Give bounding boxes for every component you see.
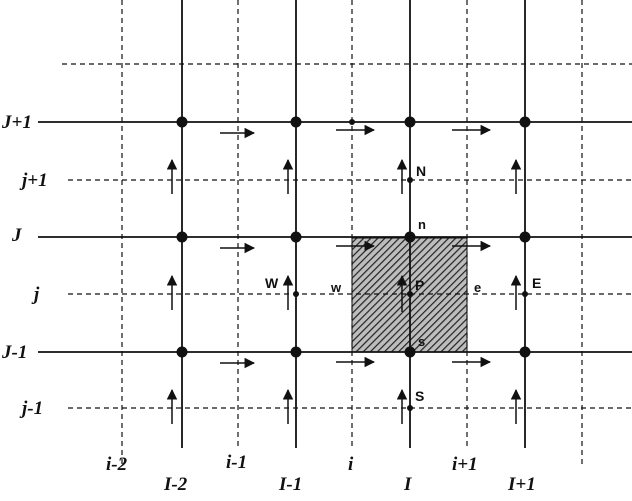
- scalar-node: [404, 116, 416, 128]
- dashed-row-lines: [62, 63, 632, 409]
- node-label-n-upper: N: [416, 163, 426, 179]
- solid-row-lines: [38, 121, 632, 353]
- u-velocity-arrows: [220, 124, 492, 369]
- scalar-node: [176, 231, 188, 243]
- row-label-j: j: [31, 284, 40, 305]
- scalar-node: [519, 346, 531, 358]
- velocity-node: [407, 291, 413, 297]
- node-label-e-upper: E: [532, 275, 541, 291]
- row-label-J-1: J-1: [1, 342, 27, 363]
- scalar-nodes: [176, 116, 531, 358]
- node-label-w-upper: W: [265, 275, 279, 291]
- col-label-I+1: I+1: [507, 474, 536, 495]
- dashed-col-lines: [121, 0, 583, 468]
- velocity-node: [293, 291, 299, 297]
- row-label-j+1: j+1: [19, 170, 48, 191]
- scalar-node: [404, 231, 416, 243]
- col-label-I-1: I-1: [278, 474, 302, 495]
- node-label-s-upper: S: [415, 388, 424, 404]
- scalar-node: [404, 346, 416, 358]
- scalar-node: [290, 116, 302, 128]
- col-label-i-2: i-2: [106, 454, 128, 475]
- velocity-node: [407, 177, 413, 183]
- row-label-j-1: j-1: [19, 398, 43, 419]
- col-label-I-2: I-2: [163, 474, 188, 495]
- scalar-node: [519, 116, 531, 128]
- velocity-nodes: [293, 119, 528, 411]
- face-label-n: n: [418, 217, 426, 232]
- solid-col-lines: [181, 0, 526, 448]
- velocity-node: [522, 291, 528, 297]
- velocity-node: [407, 405, 413, 411]
- col-label-i: i: [348, 454, 354, 475]
- col-label-i+1: i+1: [452, 454, 478, 475]
- face-label-w: w: [330, 280, 342, 295]
- face-label-s: s: [418, 334, 425, 349]
- scalar-node: [290, 231, 302, 243]
- col-label-i-1: i-1: [226, 452, 247, 473]
- face-label-e: e: [474, 280, 481, 295]
- row-label-J+1: J+1: [1, 112, 32, 133]
- scalar-node: [176, 346, 188, 358]
- scalar-node: [176, 116, 188, 128]
- col-label-I: I: [403, 474, 412, 495]
- velocity-node: [349, 119, 355, 125]
- node-label-p: P: [415, 277, 424, 293]
- v-velocity-arrows: [166, 158, 522, 424]
- row-label-J: J: [11, 225, 22, 246]
- scalar-node: [290, 346, 302, 358]
- scalar-node: [519, 231, 531, 243]
